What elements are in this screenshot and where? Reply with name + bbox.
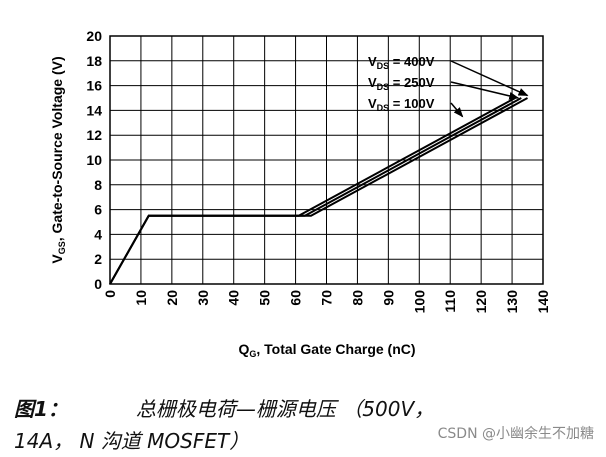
- x-tick-label: 80: [349, 290, 365, 306]
- y-tick-label: 2: [94, 251, 102, 267]
- x-tick-label: 0: [102, 290, 118, 298]
- x-tick-label: 20: [164, 290, 180, 306]
- y-tick-label: 16: [86, 78, 102, 94]
- gate-charge-chart: 0 2 4 6 8 10 12 14 16 18 20 0 10 20 30 40 50 60 70 80 90 100…: [49, 28, 551, 359]
- x-tick-label: 90: [380, 290, 396, 306]
- figure-caption: 图1： 总栅极电荷—栅源电压 （500V， 14A， N 沟道 MOSFET）: [14, 393, 574, 457]
- x-tick-label: 10: [133, 290, 149, 306]
- series-line: [109, 97, 516, 285]
- plot-frame: [109, 35, 544, 285]
- x-tick-label: 140: [535, 290, 551, 314]
- x-axis-label: QG, Total Gate Charge (nC): [238, 341, 415, 359]
- caption-line-1: 图1： 总栅极电荷—栅源电压 （500V，: [14, 393, 574, 425]
- chart-legend: VDS = 400V VDS = 250V VDS = 100V: [368, 54, 529, 118]
- y-tick-label: 12: [86, 127, 102, 143]
- y-tick-label: 20: [86, 28, 102, 44]
- legend-entry: VDS = 250V: [368, 75, 435, 92]
- legend-entry: VDS = 100V: [368, 96, 435, 113]
- legend-arrow: [450, 81, 520, 100]
- y-tick-label: 18: [86, 53, 102, 69]
- x-tick-label: 60: [288, 290, 304, 306]
- y-tick-label: 10: [86, 152, 102, 168]
- figure-label: 图1：: [14, 397, 68, 421]
- y-tick-label: 14: [86, 102, 102, 118]
- y-tick-labels: 0 2 4 6 8 10 12 14 16 18 20: [86, 28, 102, 292]
- figure-title: 总栅极电荷—栅源电压 （500V，: [135, 397, 435, 421]
- x-tick-label: 70: [319, 290, 335, 306]
- x-tick-labels: 0 10 20 30 40 50 60 70 80 90 100 110 120 130 140: [102, 290, 551, 314]
- x-tick-label: 130: [504, 290, 520, 314]
- x-tick-label: 110: [442, 290, 458, 313]
- x-tick-label: 120: [473, 290, 489, 314]
- x-tick-label: 30: [195, 290, 211, 306]
- legend-arrow: [450, 102, 464, 118]
- chart-series-group: [109, 97, 528, 285]
- x-tick-label: 100: [411, 290, 427, 314]
- y-tick-label: 6: [94, 202, 102, 218]
- legend-entry: VDS = 400V: [368, 54, 435, 71]
- y-tick-label: 0: [94, 276, 102, 292]
- watermark-text: CSDN @小幽余生不加糖: [437, 426, 594, 442]
- legend-arrow: [450, 60, 529, 97]
- y-tick-label: 4: [94, 226, 102, 242]
- caption-line-2: 14A， N 沟道 MOSFET）: [14, 429, 250, 453]
- chart-grid: [109, 35, 544, 285]
- x-tick-label: 50: [257, 290, 273, 306]
- y-tick-label: 8: [94, 177, 102, 193]
- y-axis-label: VGS, Gate-to-Source Voltage (V): [49, 56, 67, 263]
- x-tick-label: 40: [226, 290, 242, 306]
